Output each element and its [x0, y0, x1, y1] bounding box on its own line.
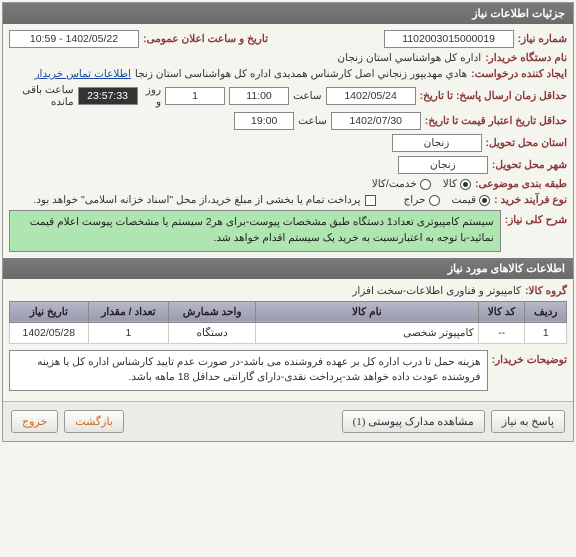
row-brief: شرح کلی نیاز: سیستم کامپیوتری تعداد1 دست…: [9, 210, 567, 252]
remain-text: ساعت باقی مانده: [9, 84, 74, 108]
province-label: استان محل تحویل:: [486, 137, 567, 149]
td-qty: 1: [88, 322, 169, 343]
buyer-notes-box: هزینه حمل تا درب اداره کل بر عهده فروشند…: [9, 350, 488, 392]
row-credit: حداقل تاریخ اعتبار قیمت تا تاریخ: 1402/0…: [9, 112, 567, 130]
radio-service[interactable]: خدمت/کالا: [372, 178, 431, 190]
radio-pricing[interactable]: قیمت: [452, 194, 491, 206]
radio-service-label: خدمت/کالا: [372, 178, 417, 190]
footer-buttons: پاسخ به نیاز مشاهده مدارک پیوستی (1) باز…: [3, 401, 573, 441]
buyer-value: اداره کل هواشناسي استان زنجان: [337, 52, 481, 64]
buyer-label: نام دستگاه خریدار:: [485, 52, 567, 64]
buyer-notes-text: هزینه حمل تا درب اداره کل بر عهده فروشند…: [37, 356, 480, 384]
deadline-time: 11:00: [229, 87, 289, 105]
city-value: زنجان: [398, 156, 488, 174]
buyer-notes-label: توضیحات خریدار:: [492, 350, 567, 366]
radio-kala-label: کالا: [443, 178, 457, 190]
credit-date: 1402/07/30: [331, 112, 421, 130]
goods-header: اطلاعات کالاهای مورد نیاز: [3, 258, 573, 279]
time-label-2: ساعت: [298, 115, 327, 127]
requester-label: ایجاد کننده درخواست:: [471, 68, 567, 80]
radio-group-proc: قیمت حراج: [404, 194, 491, 206]
contact-link[interactable]: اطلاعات تماس خریدار: [34, 68, 130, 80]
pay-note: پرداخت تمام یا بخشی از مبلغ خرید،از محل …: [33, 194, 360, 206]
main-panel: جزئیات اطلاعات نیاز شماره نیاز: 11020030…: [2, 2, 574, 442]
td-unit: دستگاه: [169, 322, 256, 343]
th-code: کد کالا: [478, 301, 525, 322]
req-no-label: شماره نیاز:: [518, 33, 567, 45]
td-code: --: [478, 322, 525, 343]
countdown: 23:57:33: [78, 87, 138, 105]
attachments-button[interactable]: مشاهده مدارک پیوستی (1): [342, 410, 485, 433]
td-row: 1: [525, 322, 567, 343]
row-requester: ایجاد کننده درخواست: هادي مهديپور زنجاني…: [9, 68, 567, 80]
row-subject-cat: طبقه بندی موضوعی: کالا خدمت/کالا: [9, 178, 567, 190]
row-group: گروه کالا: کامپیوتر و فناوری اطلاعات-سخت…: [9, 285, 567, 297]
radio-icon: [429, 195, 440, 206]
deadline-date: 1402/05/24: [326, 87, 416, 105]
exit-button[interactable]: خروج: [11, 410, 58, 433]
brief-text: سیستم کامپیوتری تعداد1 دستگاه طبق مشخصات…: [30, 216, 494, 244]
goods-table: ردیف کد کالا نام کالا واحد شمارش تعداد /…: [9, 301, 567, 344]
th-date: تاریخ نیاز: [10, 301, 89, 322]
radio-icon: [460, 179, 471, 190]
radio-icon: [420, 179, 431, 190]
row-proc-type: نوع فرآیند خرید : قیمت حراج پرداخت تمام …: [9, 194, 567, 206]
goods-title: اطلاعات کالاهای مورد نیاز: [448, 263, 565, 275]
radio-auction[interactable]: حراج: [404, 194, 440, 206]
td-date: 1402/05/28: [10, 322, 89, 343]
pay-checkbox[interactable]: [365, 195, 376, 206]
proc-type-label: نوع فرآیند خرید :: [494, 194, 567, 206]
credit-label: حداقل تاریخ اعتبار قیمت تا تاریخ:: [425, 115, 567, 127]
credit-time: 19:00: [234, 112, 294, 130]
announce-label: تاریخ و ساعت اعلان عمومی:: [143, 33, 268, 45]
td-name: کامپیوتر شخصی: [255, 322, 478, 343]
group-label: گروه کالا:: [525, 285, 567, 297]
th-qty: تعداد / مقدار: [88, 301, 169, 322]
province-value: زنجان: [392, 134, 482, 152]
row-province: استان محل تحویل: زنجان: [9, 134, 567, 152]
table-header-row: ردیف کد کالا نام کالا واحد شمارش تعداد /…: [10, 301, 567, 322]
th-row: ردیف: [525, 301, 567, 322]
req-no-value: 1102003015000019: [384, 30, 514, 48]
city-label: شهر محل تحویل:: [492, 159, 567, 171]
day-count: 1: [165, 87, 225, 105]
announce-value: 1402/05/22 - 10:59: [9, 30, 139, 48]
group-value: کامپیوتر و فناوری اطلاعات-سخت افزار: [352, 285, 521, 297]
table-row: 1 -- کامپیوتر شخصی دستگاه 1 1402/05/28: [10, 322, 567, 343]
panel-title: جزئیات اطلاعات نیاز: [472, 8, 565, 20]
requester-value: هادي مهديپور زنجاني اصل کارشناس همدیدی ا…: [135, 68, 467, 80]
brief-box: سیستم کامپیوتری تعداد1 دستگاه طبق مشخصات…: [9, 210, 501, 252]
panel-body: شماره نیاز: 1102003015000019 تاریخ و ساع…: [3, 24, 573, 401]
back-button[interactable]: بازگشت: [64, 410, 124, 433]
row-buyer: نام دستگاه خریدار: اداره کل هواشناسي است…: [9, 52, 567, 64]
row-city: شهر محل تحویل: زنجان: [9, 156, 567, 174]
row-buyer-notes: توضیحات خریدار: هزینه حمل تا درب اداره ک…: [9, 350, 567, 392]
radio-auction-label: حراج: [404, 194, 426, 206]
th-unit: واحد شمارش: [169, 301, 256, 322]
row-deadline: حداقل زمان ارسال پاسخ: تا تاریخ: 1402/05…: [9, 84, 567, 108]
day-and: روز و: [142, 84, 161, 108]
th-name: نام کالا: [255, 301, 478, 322]
radio-kala[interactable]: کالا: [443, 178, 471, 190]
row-req-announce: شماره نیاز: 1102003015000019 تاریخ و ساع…: [9, 30, 567, 48]
radio-group-subject: کالا خدمت/کالا: [372, 178, 471, 190]
subject-cat-label: طبقه بندی موضوعی:: [475, 178, 567, 190]
panel-header: جزئیات اطلاعات نیاز: [3, 3, 573, 24]
brief-label: شرح کلی نیاز:: [505, 210, 567, 226]
radio-pricing-label: قیمت: [452, 194, 477, 206]
deadline-label: حداقل زمان ارسال پاسخ: تا تاریخ:: [420, 90, 567, 102]
reply-button[interactable]: پاسخ به نیاز: [491, 410, 565, 433]
time-label-1: ساعت: [293, 90, 322, 102]
radio-icon: [479, 195, 490, 206]
